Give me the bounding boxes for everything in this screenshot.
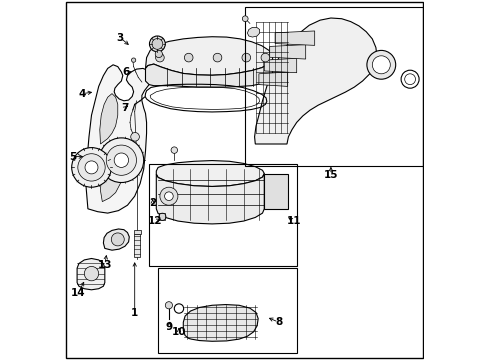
Polygon shape xyxy=(101,155,122,202)
Circle shape xyxy=(155,53,164,62)
Polygon shape xyxy=(145,37,272,75)
Text: 10: 10 xyxy=(171,327,186,337)
Polygon shape xyxy=(183,305,258,341)
Circle shape xyxy=(366,50,395,79)
Circle shape xyxy=(152,39,163,49)
Circle shape xyxy=(111,233,124,246)
Polygon shape xyxy=(258,72,287,86)
Circle shape xyxy=(165,302,172,309)
Circle shape xyxy=(130,132,139,141)
Circle shape xyxy=(99,138,143,183)
Circle shape xyxy=(84,266,99,281)
Bar xyxy=(159,213,164,220)
Bar xyxy=(158,268,296,353)
Circle shape xyxy=(242,16,247,22)
Polygon shape xyxy=(145,59,272,87)
Polygon shape xyxy=(264,174,287,209)
Text: 9: 9 xyxy=(165,322,172,332)
Circle shape xyxy=(78,154,105,181)
Circle shape xyxy=(149,36,165,52)
Circle shape xyxy=(171,147,177,153)
Polygon shape xyxy=(254,18,376,144)
Text: 2: 2 xyxy=(149,198,156,208)
Text: 5: 5 xyxy=(69,152,76,162)
Text: 8: 8 xyxy=(275,317,282,327)
Polygon shape xyxy=(156,161,264,186)
Text: 1: 1 xyxy=(131,308,138,318)
Circle shape xyxy=(213,53,222,62)
Circle shape xyxy=(106,145,136,175)
Text: 15: 15 xyxy=(323,170,338,180)
Text: 6: 6 xyxy=(122,67,129,77)
Bar xyxy=(149,164,296,266)
Polygon shape xyxy=(103,229,129,250)
Circle shape xyxy=(85,161,98,174)
Circle shape xyxy=(160,187,178,205)
Circle shape xyxy=(159,213,166,220)
Text: 3: 3 xyxy=(117,33,123,43)
Circle shape xyxy=(261,53,269,62)
Text: 11: 11 xyxy=(286,216,301,226)
Polygon shape xyxy=(156,174,264,224)
Bar xyxy=(244,7,422,166)
Polygon shape xyxy=(247,27,259,37)
Polygon shape xyxy=(275,31,314,45)
Circle shape xyxy=(131,58,136,62)
Circle shape xyxy=(242,53,250,62)
Circle shape xyxy=(371,56,389,74)
Circle shape xyxy=(184,53,193,62)
Bar xyxy=(134,234,140,257)
Bar xyxy=(133,230,141,234)
Polygon shape xyxy=(86,65,151,213)
Polygon shape xyxy=(77,258,104,290)
Circle shape xyxy=(114,153,128,167)
Circle shape xyxy=(164,192,173,201)
Polygon shape xyxy=(264,58,296,73)
Text: 7: 7 xyxy=(121,103,128,113)
Text: 14: 14 xyxy=(71,288,85,298)
Text: 12: 12 xyxy=(148,216,162,226)
Circle shape xyxy=(72,148,111,187)
Circle shape xyxy=(155,50,162,58)
Polygon shape xyxy=(269,45,305,59)
Text: 13: 13 xyxy=(98,260,112,270)
Text: 4: 4 xyxy=(79,89,86,99)
Polygon shape xyxy=(100,94,118,144)
